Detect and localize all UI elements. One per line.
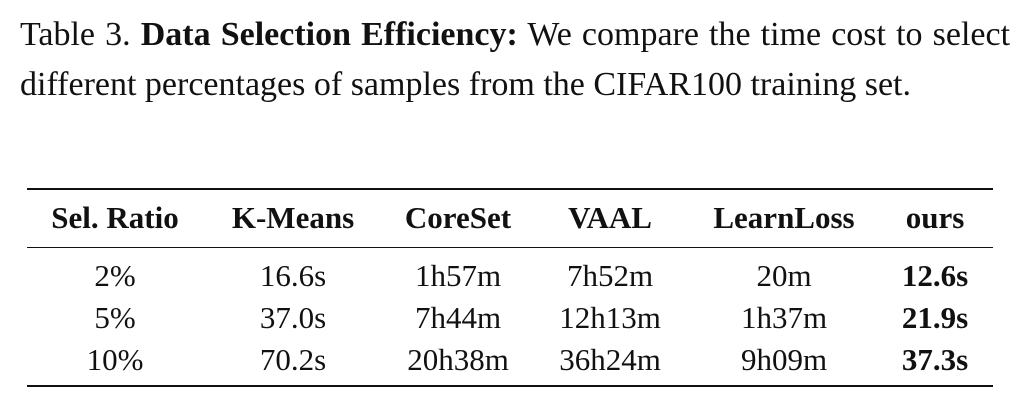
caption-label: Table 3. xyxy=(20,16,131,53)
cell-ratio: 10% xyxy=(86,342,144,377)
cell-vaal: 7h52m xyxy=(566,258,654,293)
cell-coreset: 20h38m xyxy=(407,342,509,377)
cell-vaal: 36h24m xyxy=(559,342,661,377)
cell-kmeans: 70.2s xyxy=(259,342,327,377)
cell-learnloss: 1h37m xyxy=(740,300,828,335)
cell-kmeans: 37.0s xyxy=(259,300,327,335)
caption-text: We compare the time cost to select diffe… xyxy=(20,16,1011,103)
cell-ratio: 2% xyxy=(94,258,136,293)
cell-vaal: 12h13m xyxy=(559,300,661,335)
header-coreset: CoreSet xyxy=(404,200,512,235)
cell-ours: 21.9s xyxy=(901,300,969,335)
cell-learnloss: 20m xyxy=(756,258,812,293)
cell-kmeans: 16.6s xyxy=(259,258,327,293)
table-caption: Table 3. Data Selection Efficiency: We c… xyxy=(20,10,1010,110)
header-kmeans: K-Means xyxy=(231,200,355,235)
cell-coreset: 7h44m xyxy=(414,300,502,335)
header-sel-ratio: Sel. Ratio xyxy=(51,200,179,235)
header-vaal: VAAL xyxy=(568,200,652,235)
table-header-rule xyxy=(27,247,993,248)
cell-learnloss: 9h09m xyxy=(740,342,828,377)
caption-title: Data Selection Efficiency: xyxy=(140,16,518,53)
cell-coreset: 1h57m xyxy=(414,258,502,293)
cell-ratio: 5% xyxy=(94,300,136,335)
header-learnloss: LearnLoss xyxy=(713,200,855,235)
table-top-rule xyxy=(27,188,993,190)
cell-ours: 37.3s xyxy=(901,342,969,377)
cell-ours: 12.6s xyxy=(901,258,969,293)
table-bottom-rule xyxy=(27,385,993,387)
header-ours: ours xyxy=(905,200,965,235)
